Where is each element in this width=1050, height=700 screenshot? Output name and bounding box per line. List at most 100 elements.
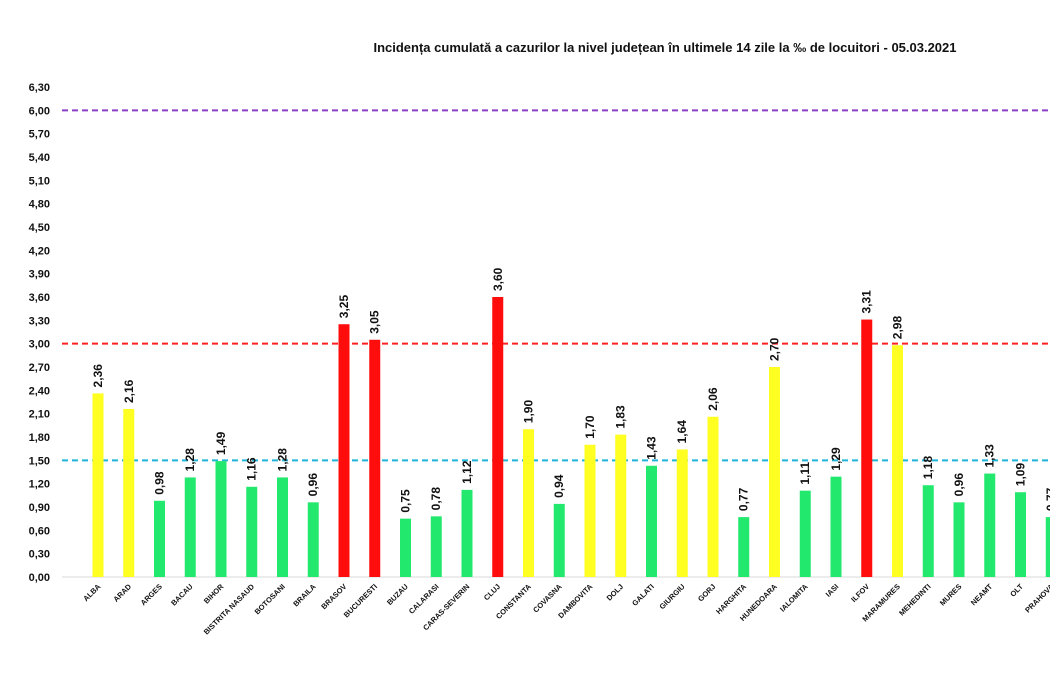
y-tick-label: 0,00: [29, 572, 50, 584]
x-tick-label: MURES: [938, 582, 964, 608]
bar: [184, 477, 196, 577]
x-tick-label: BRASOV: [319, 582, 348, 611]
y-tick-label: 3,30: [29, 315, 50, 327]
value-label: 3,25: [337, 295, 351, 319]
value-label: 1,33: [983, 444, 997, 468]
y-tick-label: 2,10: [29, 409, 50, 421]
value-label: 0,77: [1044, 487, 1050, 511]
bar: [646, 465, 657, 577]
value-label: 0,75: [399, 489, 413, 513]
bar: [369, 339, 381, 577]
bar: [523, 429, 534, 577]
y-tick-label: 2,40: [29, 385, 50, 397]
bar: [676, 449, 688, 577]
bar: [154, 500, 165, 577]
bar: [430, 516, 442, 577]
y-tick-label: 6,30: [29, 82, 50, 94]
y-tick-label: 3,90: [29, 269, 50, 281]
bar: [1015, 492, 1026, 577]
y-tick-label: 5,10: [29, 175, 50, 187]
x-tick-label: BACAU: [169, 582, 195, 608]
y-tick-label: 5,70: [29, 129, 50, 141]
value-label: 1,43: [645, 436, 659, 460]
x-tick-label: ARAD: [111, 582, 133, 604]
value-label: 3,05: [368, 310, 382, 334]
value-labels: 2,36 2,16 0,98 1,28 1,49 1,16 1,28 0,96 3,25 3,05…: [91, 267, 1050, 512]
value-label: 1,16: [245, 457, 259, 481]
y-tick-label: 0,90: [29, 502, 50, 514]
value-label: 2,70: [768, 337, 782, 361]
y-axis: 0,00 0,30 0,60 0,90 1,20 1,50 1,80 2,10 2,40 2,70…: [29, 82, 1050, 584]
value-label: 2,36: [91, 364, 105, 388]
x-tick-label: IASI: [824, 582, 841, 599]
value-label: 3,31: [860, 290, 874, 314]
value-label: 1,28: [183, 448, 197, 472]
bar: [461, 489, 473, 577]
bar: [799, 490, 811, 577]
bar: [707, 416, 719, 577]
x-tick-label: MEHEDINTI: [897, 582, 933, 618]
bar: [400, 518, 411, 577]
value-label: 2,98: [891, 316, 905, 340]
bar: [830, 476, 842, 577]
y-tick-label: 0,60: [29, 525, 50, 537]
x-tick-label: GIURGIU: [658, 582, 687, 611]
value-label: 1,09: [1014, 463, 1028, 487]
bar: [984, 473, 996, 577]
y-tick-label: 0,30: [29, 549, 50, 561]
x-tick-label: ARGES: [139, 582, 164, 607]
value-label: 0,94: [552, 474, 566, 498]
value-label: 3,60: [491, 267, 505, 291]
bar: [246, 486, 258, 577]
y-tick-label: 3,00: [29, 339, 50, 351]
x-tick-label: GALATI: [630, 582, 656, 608]
bar: [123, 409, 135, 577]
bar: [615, 434, 627, 577]
bar: [338, 324, 350, 577]
y-tick-label: 6,00: [29, 105, 50, 117]
y-tick-label: 2,70: [29, 362, 50, 374]
value-label: 1,11: [798, 462, 812, 485]
value-label: 1,49: [214, 431, 228, 455]
y-tick-label: 3,60: [29, 292, 50, 304]
bar: [215, 461, 227, 577]
value-label: 1,12: [460, 460, 474, 484]
chart-title: Incidența cumulată a cazurilor la nivel …: [373, 40, 956, 55]
x-tick-label: GORJ: [696, 582, 717, 603]
bars: [92, 297, 1050, 577]
x-tick-label: BOTOSANI: [253, 582, 287, 616]
y-tick-label: 4,80: [29, 199, 50, 211]
bar: [1045, 517, 1050, 577]
value-label: 2,06: [706, 387, 720, 411]
x-tick-label: DOLJ: [605, 582, 626, 603]
x-tick-label: BRAILA: [291, 582, 318, 609]
value-label: 0,77: [737, 487, 751, 511]
x-tick-label: OLT: [1008, 582, 1025, 599]
y-tick-label: 1,20: [29, 479, 50, 491]
bar: [492, 297, 504, 577]
x-tick-label: BUZAU: [385, 582, 410, 607]
y-tick-label: 4,20: [29, 245, 50, 257]
y-tick-label: 4,50: [29, 222, 50, 234]
x-tick-label: ILFOV: [849, 582, 871, 604]
bar: [861, 319, 873, 577]
value-label: 0,96: [306, 473, 320, 497]
bar: [922, 485, 934, 577]
value-label: 0,98: [153, 471, 167, 495]
x-tick-label: PRAHOVA: [1023, 582, 1050, 615]
x-tick-label: BIHOR: [202, 582, 226, 606]
value-label: 1,90: [522, 400, 536, 424]
y-tick-label: 5,40: [29, 152, 50, 164]
value-label: 2,16: [122, 379, 136, 403]
value-label: 1,28: [276, 448, 290, 472]
bar: [584, 444, 596, 577]
bar: [277, 477, 288, 577]
value-label: 1,29: [829, 447, 843, 471]
value-label: 1,83: [614, 405, 628, 429]
bar: [892, 345, 903, 577]
bar: [738, 517, 750, 577]
value-label: 0,78: [429, 487, 443, 511]
value-label: 1,64: [675, 420, 689, 444]
